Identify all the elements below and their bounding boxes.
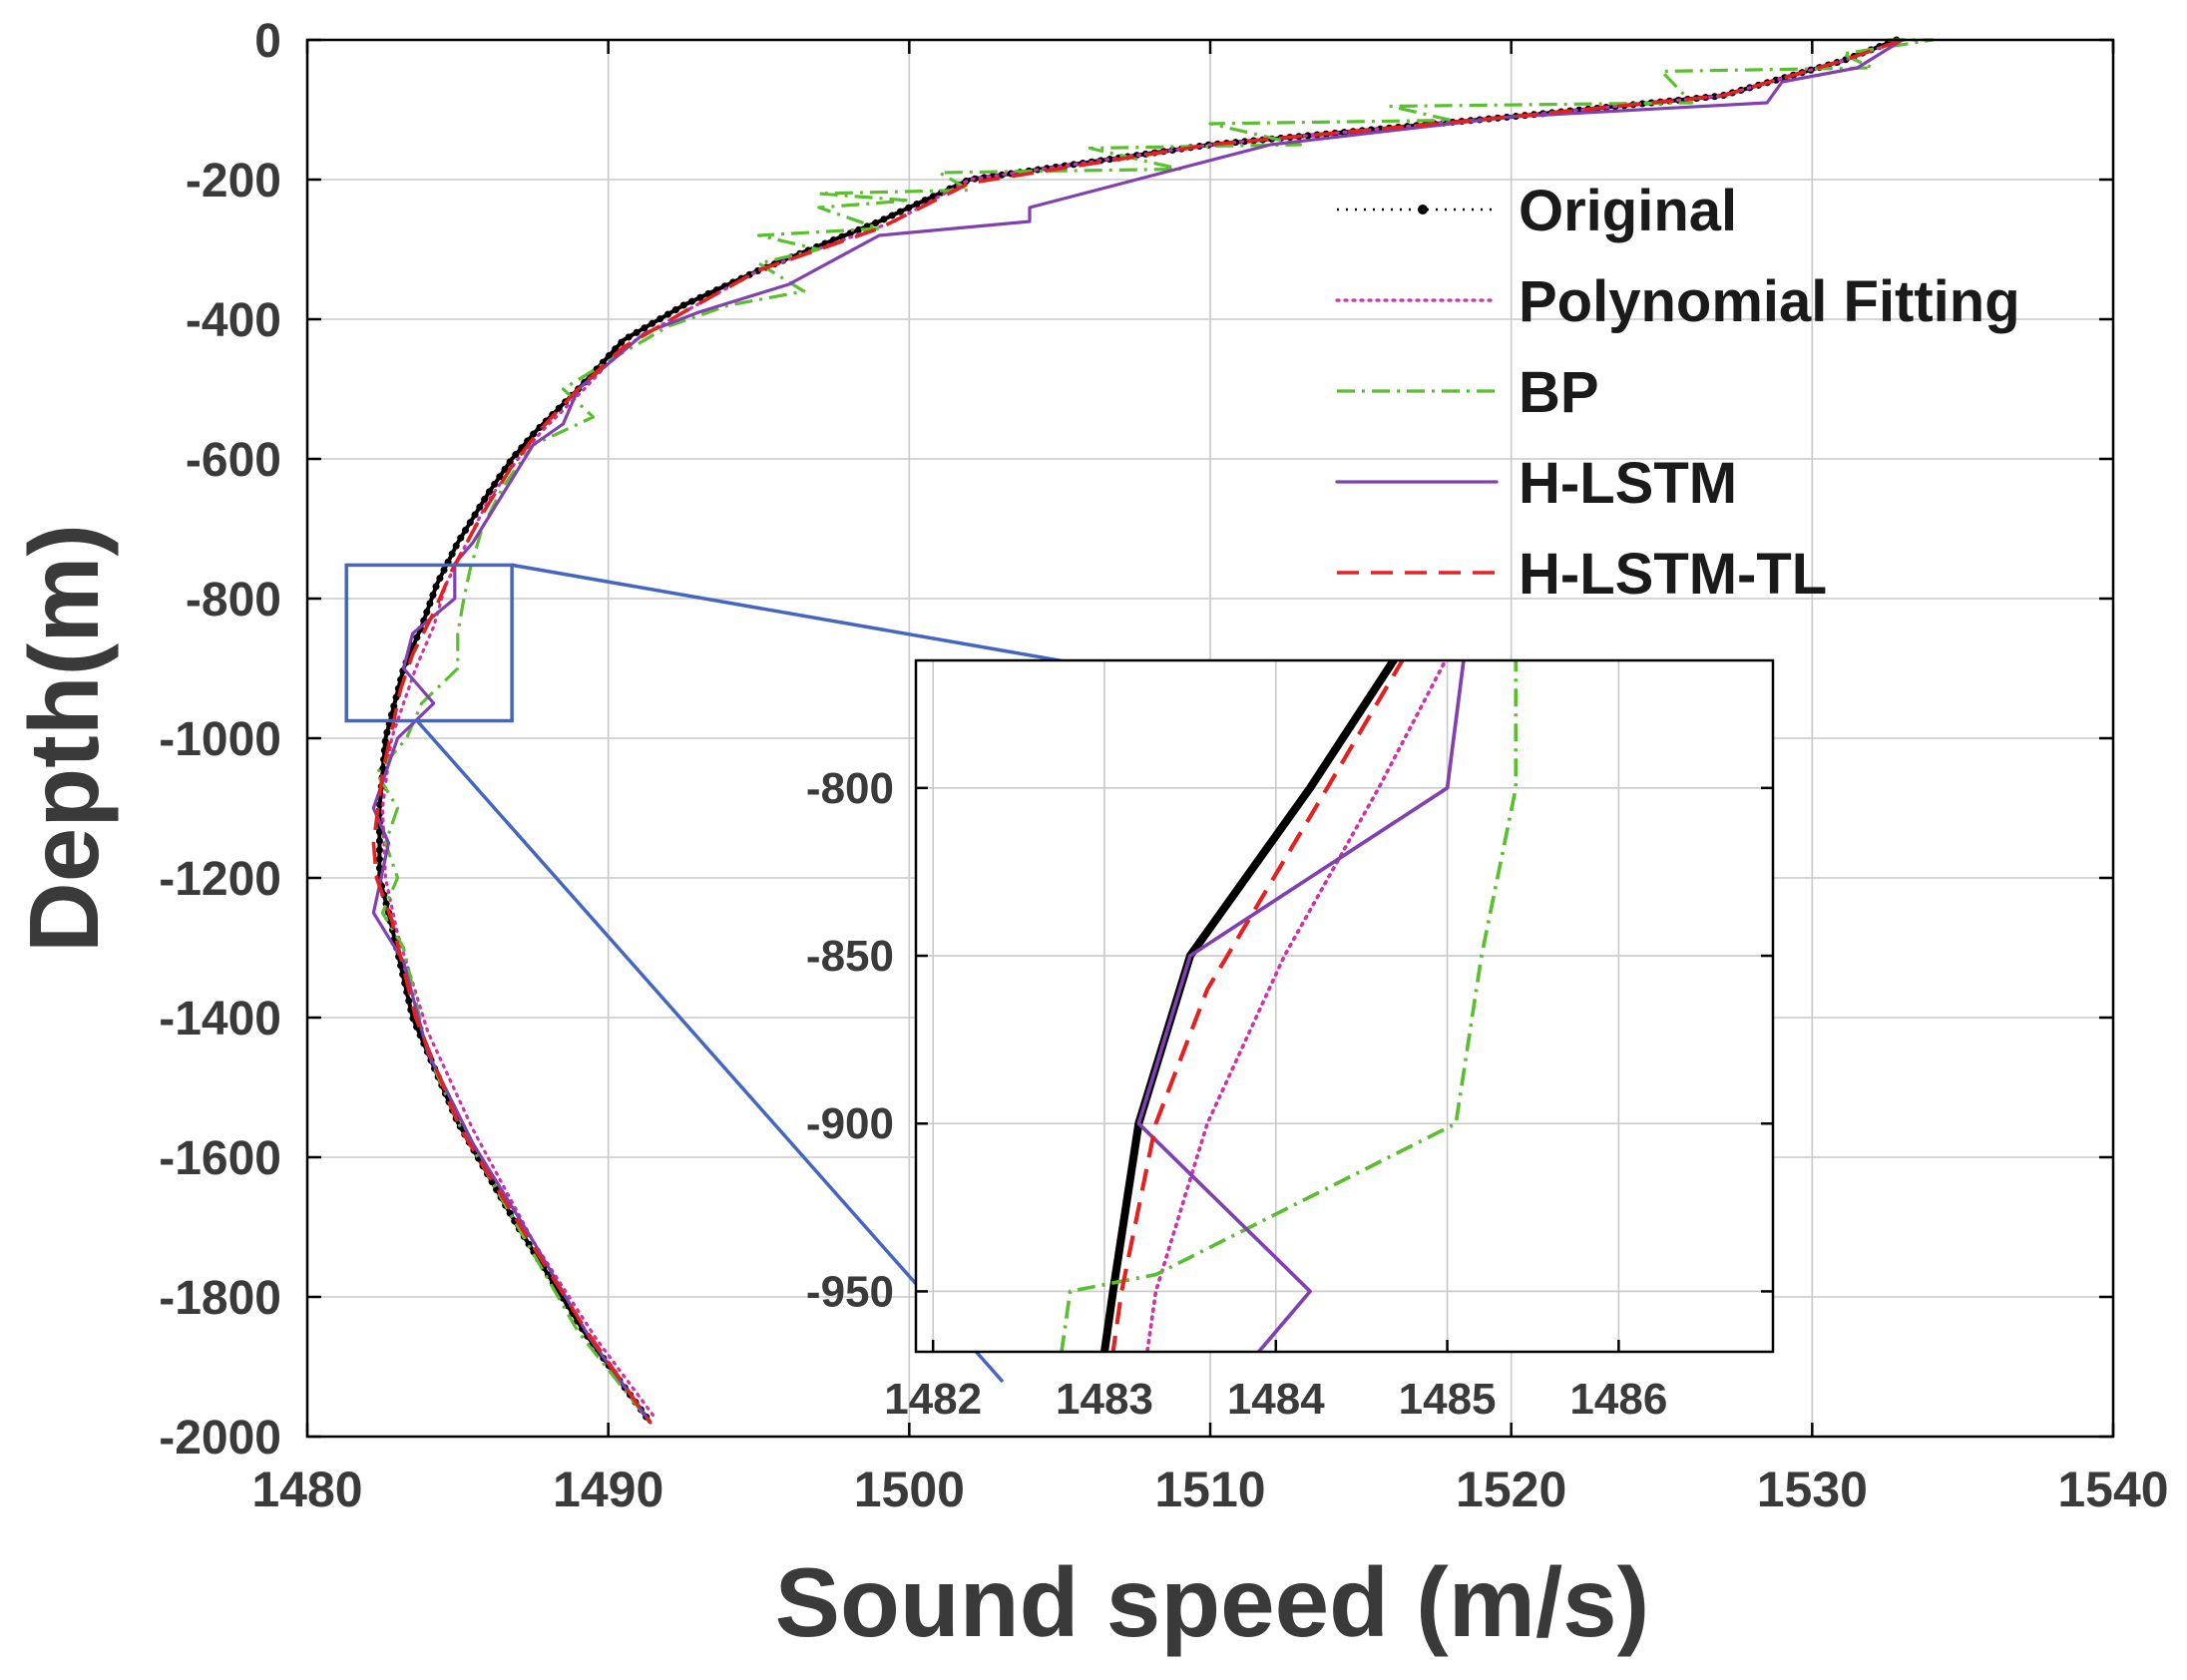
main-x-tick-labels: 1480 1490 1500 1510 1520 1530 1540 bbox=[251, 1462, 2168, 1517]
x-tick-label: 1510 bbox=[1154, 1462, 1265, 1517]
y-tick-label: -200 bbox=[186, 155, 281, 208]
y-tick-label: -800 bbox=[186, 574, 281, 627]
inset-series-line-h-lstm-tl bbox=[1110, 660, 1405, 1352]
series-line-bp bbox=[374, 38, 1935, 1424]
zoom-box bbox=[344, 563, 514, 723]
inset-x-tick-labels: 1482 1483 1484 1485 1486 bbox=[884, 1375, 1667, 1424]
legend-label: Polynomial Fitting bbox=[1519, 269, 2020, 334]
inset-background bbox=[916, 660, 1773, 1352]
y-tick-label: -1400 bbox=[159, 993, 281, 1046]
legend-label: Original bbox=[1519, 179, 1737, 243]
inset-ticks bbox=[916, 786, 1773, 1352]
x-tick-label: 1540 bbox=[2057, 1462, 2168, 1517]
inset-y-tick-label: -950 bbox=[806, 1267, 894, 1316]
y-axis-title: Depth(m) bbox=[9, 524, 119, 953]
legend-item-bp: BP bbox=[1337, 360, 1599, 425]
main-ticks bbox=[305, 38, 2115, 1439]
inset-plot-frame bbox=[914, 658, 1775, 1354]
legend-item-h-lstm-tl: H-LSTM-TL bbox=[1337, 542, 1827, 607]
series-line-h-lstm-tl bbox=[371, 38, 1904, 1425]
inset-series-line-h-lstm bbox=[1136, 660, 1466, 1352]
y-tick-label: -1600 bbox=[159, 1132, 281, 1185]
legend-marker bbox=[1418, 205, 1428, 214]
x-tick-label: 1520 bbox=[1456, 1462, 1566, 1517]
legend-item-h-lstm: H-LSTM bbox=[1335, 451, 1737, 516]
x-tick-label: 1480 bbox=[251, 1462, 362, 1517]
inset-plot: 1482 1483 1484 1485 1486 -800 -850 -900 -950 bbox=[806, 658, 1775, 1424]
main-series bbox=[371, 36, 1935, 1427]
inset-x-tick-label: 1485 bbox=[1399, 1375, 1497, 1424]
y-tick-label: -1800 bbox=[159, 1272, 281, 1325]
x-axis-title: Sound speed (m/s) bbox=[775, 1547, 1650, 1657]
y-tick-label: 0 bbox=[254, 15, 281, 68]
y-tick-label: -1000 bbox=[159, 713, 281, 766]
legend-label: H-LSTM-TL bbox=[1519, 542, 1827, 607]
inset-y-tick-labels: -800 -850 -900 -950 bbox=[806, 764, 894, 1317]
x-tick-label: 1490 bbox=[553, 1462, 663, 1517]
legend-label: H-LSTM bbox=[1519, 451, 1737, 516]
y-tick-label: -400 bbox=[186, 294, 281, 347]
inset-x-tick-label: 1482 bbox=[884, 1375, 982, 1424]
inset-x-tick-label: 1483 bbox=[1056, 1375, 1153, 1424]
legend-label: BP bbox=[1519, 360, 1599, 425]
legend: Original Polynomial Fitting BP H-LSTM H-LSTM… bbox=[1335, 179, 2020, 607]
main-plot: 1480 1490 1500 1510 1520 1530 1540 0 -200 -400 -6… bbox=[159, 15, 2168, 1517]
inset-y-tick-label: -800 bbox=[806, 764, 894, 813]
legend-item-original: Original bbox=[1337, 179, 1737, 243]
inset-series-line-bp bbox=[1060, 660, 1519, 1352]
y-tick-label: -2000 bbox=[159, 1412, 281, 1465]
x-tick-label: 1530 bbox=[1757, 1462, 1868, 1517]
inset-y-tick-label: -850 bbox=[806, 932, 894, 981]
y-tick-label: -1200 bbox=[159, 853, 281, 906]
main-y-tick-labels: 0 -200 -400 -600 -800 -1000 -1200 -1400 -1600 -18… bbox=[159, 15, 281, 1465]
inset-series-line-polynomial-fitting bbox=[1145, 660, 1448, 1352]
inset-series bbox=[1060, 660, 1519, 1352]
inset-y-tick-label: -900 bbox=[806, 1099, 894, 1148]
y-tick-label: -600 bbox=[186, 434, 281, 487]
zoom-connector-bottom bbox=[415, 719, 1005, 1384]
x-tick-label: 1500 bbox=[854, 1462, 965, 1517]
legend-item-polynomial-fitting: Polynomial Fitting bbox=[1335, 269, 2020, 334]
inset-x-tick-label: 1486 bbox=[1569, 1375, 1667, 1424]
inset-x-tick-label: 1484 bbox=[1227, 1375, 1325, 1424]
